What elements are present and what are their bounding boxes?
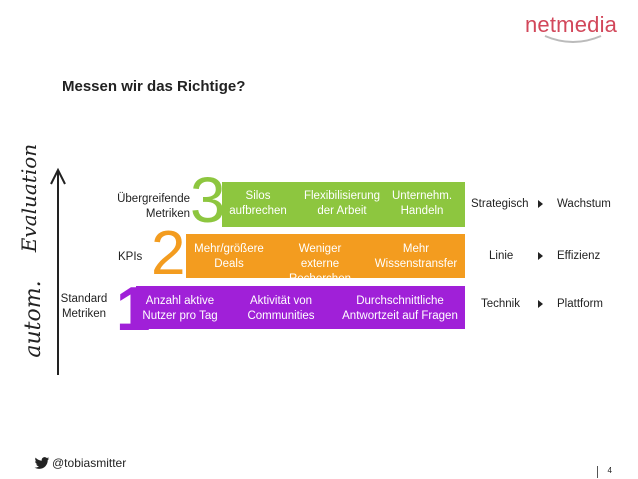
axis-arrow <box>50 167 66 375</box>
page-title: Messen wir das Richtige? <box>62 78 246 95</box>
axis-label-evaluation: Evaluation <box>17 143 41 253</box>
level-1-right-right: Plattform <box>557 298 604 310</box>
level-3-cell-silos: Silos aufbrechen <box>229 190 287 217</box>
level-3-label: Übergreifende Metriken <box>117 193 190 220</box>
level-3-cell-unternehm: Unternehm. Handeln <box>391 190 453 217</box>
level-2-right-left: Linie <box>489 250 514 262</box>
level-3-cell-flexibilisierung: Flexibilisierung der Arbeit <box>303 190 381 217</box>
arrow-right-icon <box>538 300 543 308</box>
level-2-cell-deals: Mehr/größere Deals <box>194 243 264 270</box>
level-2-label: KPIs <box>118 251 143 263</box>
netmedia-logo: netmedia <box>525 12 625 44</box>
level-2-right-right: Effizienz <box>557 250 601 262</box>
arrow-right-icon <box>538 252 543 260</box>
level-3-right-left: Strategisch <box>471 198 529 210</box>
logo-text: netmedia <box>525 12 618 37</box>
twitter-handle: @tobiasmitter <box>52 456 127 470</box>
logo-swoosh <box>544 35 602 43</box>
level-1-cell-antwortzeit: Durchschnittliche Antwortzeit auf Fragen <box>342 295 458 322</box>
level-2-number: 2 <box>151 219 186 288</box>
axis-label-autom: autom. <box>21 280 46 358</box>
level-2-cell-wissenstransfer: Mehr Wissenstransfer <box>374 243 458 270</box>
level-1-right-left: Technik <box>481 298 520 310</box>
level-1-bar <box>136 286 465 329</box>
twitter-bird-icon <box>34 457 50 469</box>
level-3-bar <box>222 182 465 227</box>
level-1-cell-communities: Aktivität von Communities <box>247 295 315 322</box>
level-3-number: 3 <box>190 164 226 236</box>
arrow-right-icon <box>538 200 543 208</box>
level-3-right-right: Wachstum <box>557 198 611 210</box>
level-1-cell-nutzer: Anzahl aktive Nutzer pro Tag <box>142 295 218 322</box>
page-number: 4 <box>607 466 612 475</box>
level-2-cell-recherchen: Weniger externe Recherchen <box>288 243 351 285</box>
level-2-bar <box>186 234 465 278</box>
level-1-label: Standard Metriken <box>60 293 108 320</box>
page-divider <box>597 466 598 478</box>
